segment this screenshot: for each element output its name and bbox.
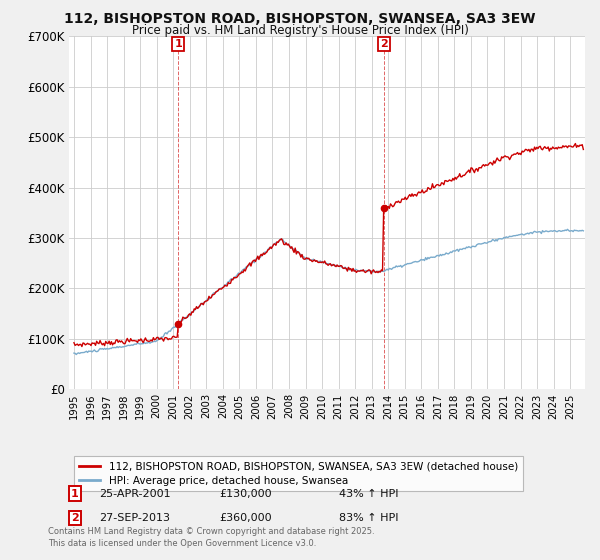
Text: Contains HM Land Registry data © Crown copyright and database right 2025.
This d: Contains HM Land Registry data © Crown c… <box>48 527 374 548</box>
Text: 2: 2 <box>71 513 79 523</box>
Text: 112, BISHOPSTON ROAD, BISHOPSTON, SWANSEA, SA3 3EW: 112, BISHOPSTON ROAD, BISHOPSTON, SWANSE… <box>64 12 536 26</box>
Text: £130,000: £130,000 <box>219 489 272 499</box>
Text: 83% ↑ HPI: 83% ↑ HPI <box>339 513 398 523</box>
Legend: 112, BISHOPSTON ROAD, BISHOPSTON, SWANSEA, SA3 3EW (detached house), HPI: Averag: 112, BISHOPSTON ROAD, BISHOPSTON, SWANSE… <box>74 456 523 491</box>
Text: £360,000: £360,000 <box>219 513 272 523</box>
Text: Price paid vs. HM Land Registry's House Price Index (HPI): Price paid vs. HM Land Registry's House … <box>131 24 469 36</box>
Text: 27-SEP-2013: 27-SEP-2013 <box>99 513 170 523</box>
Text: 25-APR-2001: 25-APR-2001 <box>99 489 170 499</box>
Text: 1: 1 <box>175 39 182 49</box>
Text: 1: 1 <box>71 489 79 499</box>
Text: 43% ↑ HPI: 43% ↑ HPI <box>339 489 398 499</box>
Text: 2: 2 <box>380 39 388 49</box>
